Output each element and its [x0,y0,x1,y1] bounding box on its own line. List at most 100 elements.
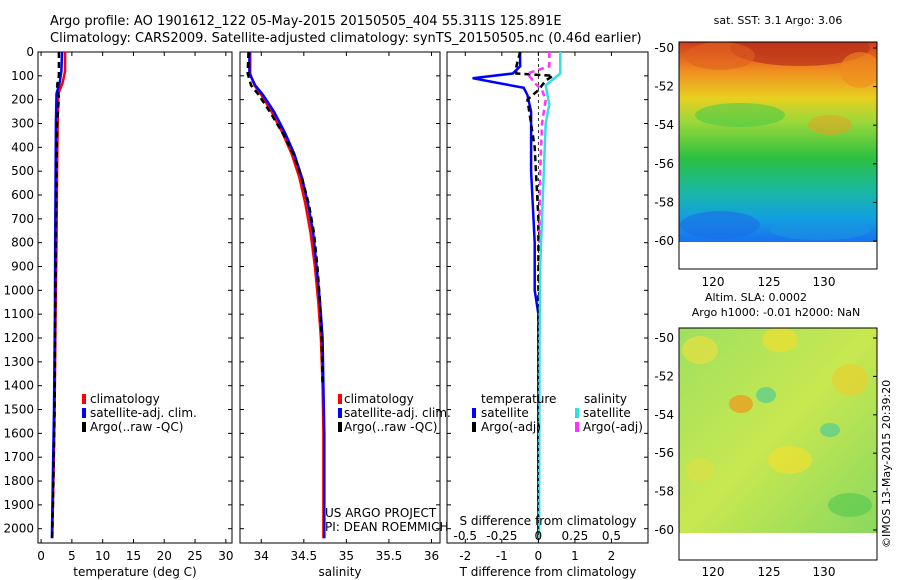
sst-map-y-axis: -50 -52 -54 -56 -58 -60 [654,41,877,248]
depth-tick-label: 1100 [3,307,34,321]
depth-tick-label: 1000 [3,283,34,297]
x-tick-label: 20 [157,549,172,563]
temperature-panel-frame [37,51,233,544]
map-y-tick-label: -56 [654,157,674,171]
salinity-plot [246,51,326,539]
depth-tick-label: 0 [26,45,34,59]
series-line-argo-adj [525,52,551,243]
depth-tick-label: 1500 [3,403,34,417]
map-y-tick-label: -50 [654,41,674,55]
series-line-satellite [537,52,562,539]
legend-label-satellite: satellite-adj. clim. [344,406,451,420]
map-y-tick-label: -58 [654,195,674,209]
map-y-tick-label: -52 [654,80,674,94]
sst-map [679,42,877,242]
temperature-x-axis: 0 5 10 15 20 25 30 [37,52,233,563]
x-tick-label: -1 [496,549,508,563]
depth-tick-label: 500 [11,164,34,178]
x-tick-label: 5 [68,549,76,563]
depth-axis: 0 100 200 300 400 500 600 700 800 900 1000 1100 1200… [3,45,648,536]
depth-tick-label: 1900 [3,498,34,512]
difference-plot [472,51,562,543]
legend-swatch-argo [338,422,342,432]
sla-yellow-patch [762,328,798,352]
sst-map-title: sat. SST: 3.1 Argo: 3.06 [714,14,843,27]
legend-swatch-satellite [82,408,86,418]
sla-map [679,328,877,533]
x-tick-label: 1 [571,549,579,563]
depth-tick-label: 900 [11,260,34,274]
x2-tick-label: -0.25 [486,529,517,543]
sla-green-patch [828,493,872,517]
x-tick-label: 35.5 [376,549,403,563]
sla-map-x-axis: 120 125 130 [702,565,836,579]
depth-tick-label: 2000 [3,522,34,536]
map-y-tick-label: -60 [654,234,674,248]
legend-label-t-satellite: satellite [481,406,529,420]
depth-tick-label: 1800 [3,474,34,488]
sla-cyan-patch [820,423,840,437]
x-tick-label: 0 [535,549,543,563]
legend-header-temperature: temperature [481,392,556,406]
sst-cool-patch [680,211,760,239]
temperature-plot [50,51,67,539]
sla-yellow-patch [768,446,812,474]
sst-cool-patch [770,220,870,240]
map-y-tick-label: -52 [654,369,674,383]
sst-warm-patch [840,52,877,88]
depth-tick-label: 800 [11,236,34,250]
series-line-argo-raw-qc [246,51,324,386]
legend-label-argo: Argo(..raw -QC) [90,420,183,434]
sst-warm-patch [685,42,755,70]
legend-header-salinity: salinity [584,392,627,406]
series-line-satellite [472,52,540,539]
map-y-tick-label: -50 [654,331,674,345]
depth-tick-label: 1700 [3,450,34,464]
x-tick-label: 2 [608,549,616,563]
depth-tick-label: 300 [11,117,34,131]
x2-tick-label: -0.5 [454,529,477,543]
x-tick-label: 25 [187,549,202,563]
x-tick-label: 15 [126,549,141,563]
legend-label-climatology: climatology [90,392,160,406]
legend-swatch-climatology [82,394,86,404]
x2-tick-label: 0.5 [602,529,621,543]
sla-map-title-line1: Altim. SLA: 0.0002 [705,291,807,304]
sla-yellow-patch [832,364,868,396]
map-x-tick-label: 130 [813,565,836,579]
map-y-tick-label: -58 [654,485,674,499]
difference-legend: temperature salinity satellite Argo(-adj… [472,392,643,434]
sst-green-patch [695,103,785,127]
difference-panel-frame [446,51,649,544]
map-x-tick-label: 120 [702,275,725,289]
sla-map-y-axis: -50 -52 -54 -56 -58 -60 [654,331,877,537]
depth-tick-label: 400 [11,140,34,154]
depth-tick-label: 1300 [3,355,34,369]
x-tick-label: 30 [218,549,233,563]
x-tick-label: 34 [254,549,269,563]
project-pi: PI: DEAN ROEMMICH [325,520,448,534]
sst-warm-patch [730,42,870,66]
legend-swatch-t-argo [472,422,476,432]
x-tick-label: 35 [339,549,354,563]
map-y-tick-label: -54 [654,118,674,132]
depth-tick-label: 100 [11,69,34,83]
chart-title-line1: Argo profile: AO 1901612_122 05-May-2015… [50,14,562,29]
legend-label-s-satellite: satellite [583,406,631,420]
sla-map-title-line2: Argo h1000: -0.01 h2000: NaN [692,306,861,319]
legend-label-satellite: satellite-adj. clim. [90,406,197,420]
map-y-tick-label: -54 [654,408,674,422]
sla-map-frame [678,327,878,561]
sla-yellow-patch [682,336,718,364]
difference-x-axis: -2 -1 0 1 2 [459,52,615,563]
sst-map-x-axis: 120 125 130 [702,275,836,289]
sla-map-blank [679,533,877,560]
legend-swatch-t-satellite [472,408,476,418]
sst-mid-patch [808,115,852,135]
copyright-stamp: ©IMOS 13-May-2015 20:39:20 [880,380,893,548]
legend-swatch-s-satellite [575,408,579,418]
legend-label-argo: Argo(..raw -QC) [344,420,437,434]
depth-tick-label: 1600 [3,426,34,440]
sla-yellow-patch [686,458,714,482]
salinity-legend: climatology satellite-adj. clim. Argo(..… [338,392,451,434]
